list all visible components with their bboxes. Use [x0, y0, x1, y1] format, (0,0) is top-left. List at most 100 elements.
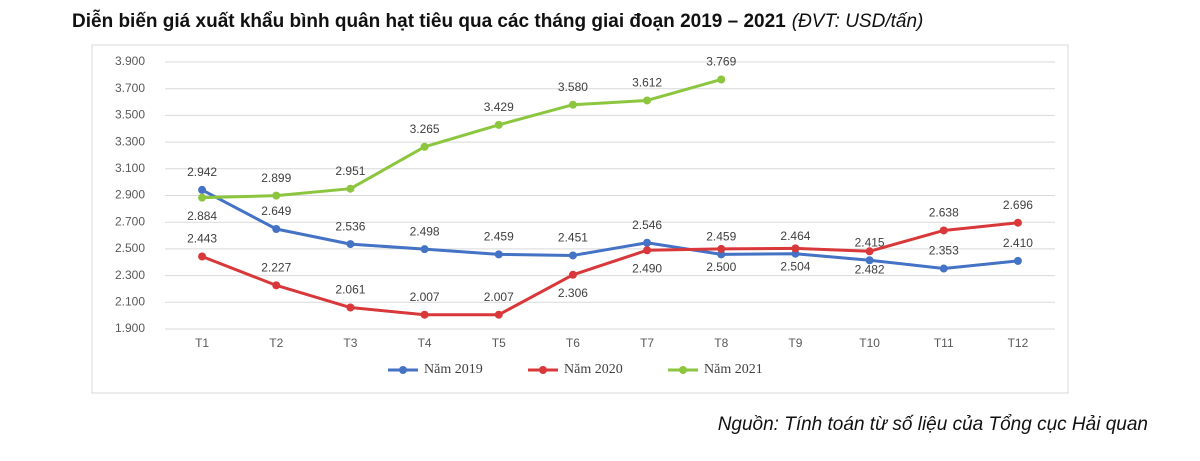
data-point — [865, 256, 874, 265]
legend-marker — [679, 366, 687, 374]
y-tick-label: 1.900 — [115, 321, 145, 335]
data-point — [791, 244, 800, 253]
data-label: 2.353 — [929, 244, 959, 258]
data-point — [568, 100, 577, 109]
data-label: 2.504 — [780, 260, 810, 274]
chart-title: Diễn biến giá xuất khẩu bình quân hạt ti… — [72, 10, 923, 32]
x-tick-label: T10 — [859, 336, 880, 350]
data-label: 2.500 — [706, 260, 736, 274]
y-tick-label: 3.900 — [115, 54, 145, 68]
data-point — [939, 226, 948, 235]
data-point — [568, 270, 577, 279]
data-point — [643, 246, 652, 255]
x-tick-label: T5 — [492, 336, 506, 350]
unit-text: (ĐVT: USD/tấn) — [792, 11, 924, 32]
data-point — [717, 75, 726, 84]
y-tick-label: 2.100 — [115, 294, 145, 308]
y-tick-label: 2.500 — [115, 241, 145, 255]
y-tick-label: 2.900 — [115, 188, 145, 202]
data-label: 2.443 — [187, 232, 217, 246]
x-tick-label: T7 — [640, 336, 654, 350]
data-point — [198, 252, 207, 261]
data-label: 2.227 — [261, 261, 291, 275]
legend-marker — [399, 366, 407, 374]
legend-marker — [539, 366, 547, 374]
x-tick-label: T1 — [195, 336, 209, 350]
data-label: 2.451 — [558, 231, 588, 245]
data-label: 2.951 — [335, 164, 365, 178]
y-tick-label: 3.500 — [115, 108, 145, 122]
data-point — [420, 142, 429, 151]
data-label: 3.612 — [632, 76, 662, 90]
data-point — [494, 120, 503, 129]
y-tick-label: 3.700 — [115, 81, 145, 95]
data-label: 2.638 — [929, 206, 959, 220]
data-point — [346, 240, 355, 249]
data-point — [346, 303, 355, 312]
source-note: Nguồn: Tính toán từ số liệu của Tổng cục… — [718, 414, 1148, 435]
data-point — [198, 185, 207, 194]
data-label: 2.482 — [855, 262, 885, 276]
data-label: 2.649 — [261, 204, 291, 218]
x-tick-label: T12 — [1008, 336, 1029, 350]
data-label: 2.884 — [187, 209, 217, 223]
x-tick-label: T4 — [418, 336, 432, 350]
series-line — [201, 188, 1019, 271]
data-label: 2.498 — [410, 224, 440, 238]
data-point — [643, 96, 652, 105]
data-label: 2.464 — [780, 229, 810, 243]
data-point — [272, 191, 281, 200]
y-tick-label: 3.100 — [115, 161, 145, 175]
data-point — [865, 247, 874, 256]
x-tick-label: T8 — [714, 336, 728, 350]
x-tick-label: T3 — [343, 336, 357, 350]
data-label: 3.769 — [706, 55, 736, 69]
y-tick-label: 2.700 — [115, 214, 145, 228]
x-tick-label: T11 — [934, 336, 954, 350]
legend-label: Năm 2019 — [424, 362, 483, 377]
data-label: 3.429 — [484, 100, 514, 114]
y-tick-label: 3.300 — [115, 134, 145, 148]
data-point — [939, 264, 948, 273]
data-point — [420, 310, 429, 319]
data-label: 2.410 — [1003, 236, 1033, 250]
data-point — [643, 238, 652, 247]
title-text: Diễn biến giá xuất khẩu bình quân hạt ti… — [72, 10, 786, 32]
data-label: 3.580 — [558, 80, 588, 94]
x-tick-label: T9 — [788, 336, 802, 350]
data-point — [717, 244, 726, 253]
legend-label: Năm 2021 — [704, 362, 763, 377]
data-point — [272, 225, 281, 234]
data-point — [494, 250, 503, 259]
data-label: 2.459 — [706, 230, 736, 244]
data-point — [494, 310, 503, 319]
data-label: 2.415 — [855, 235, 885, 249]
data-point — [717, 250, 726, 259]
data-point — [1013, 256, 1022, 265]
data-point — [1013, 218, 1022, 227]
data-label: 2.546 — [632, 218, 662, 232]
data-point — [420, 245, 429, 254]
legend-label: Năm 2020 — [564, 362, 623, 377]
data-label: 3.265 — [410, 122, 440, 136]
data-label: 2.007 — [410, 290, 440, 304]
data-label: 2.899 — [261, 171, 291, 185]
data-point — [272, 281, 281, 290]
data-label: 2.536 — [335, 219, 365, 233]
data-point — [568, 251, 577, 260]
x-tick-label: T2 — [269, 336, 283, 350]
chart-frame — [91, 44, 1069, 394]
data-label: 2.306 — [558, 286, 588, 300]
data-point — [198, 193, 207, 202]
data-label: 2.061 — [335, 283, 365, 297]
series-line — [202, 78, 722, 200]
data-label: 2.696 — [1003, 198, 1033, 212]
series-line — [201, 221, 1019, 317]
data-label: 2.007 — [484, 290, 514, 304]
data-label: 2.490 — [632, 261, 662, 275]
data-point — [346, 184, 355, 193]
x-tick-label: T6 — [566, 336, 580, 350]
data-label: 2.459 — [484, 230, 514, 244]
data-label: 2.942 — [187, 165, 217, 179]
